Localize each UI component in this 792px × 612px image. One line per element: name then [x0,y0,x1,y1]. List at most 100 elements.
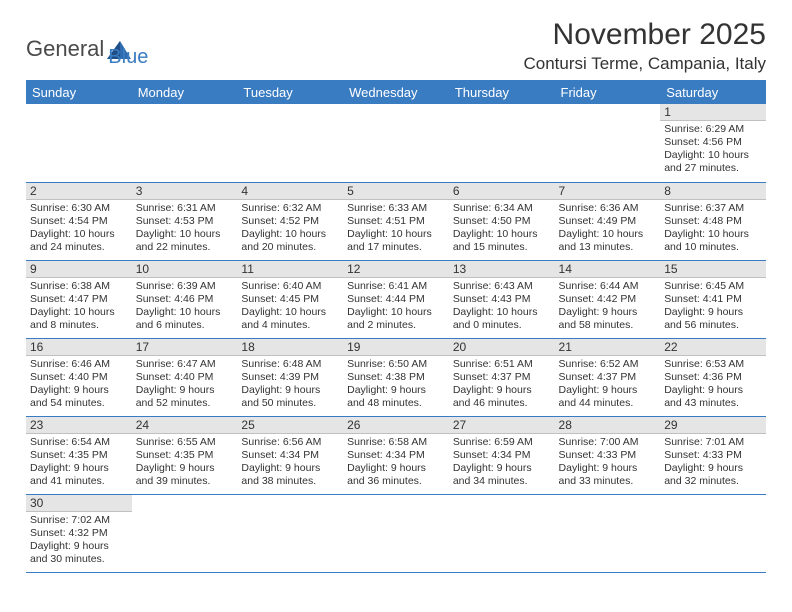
sunrise-text: Sunrise: 7:00 AM [559,436,657,449]
sunrise-text: Sunrise: 6:31 AM [136,202,234,215]
sunrise-text: Sunrise: 6:39 AM [136,280,234,293]
calendar-cell: 5Sunrise: 6:33 AMSunset: 4:51 PMDaylight… [343,182,449,260]
sunrise-text: Sunrise: 6:48 AM [241,358,339,371]
day-details: Sunrise: 6:39 AMSunset: 4:46 PMDaylight:… [132,278,238,335]
daylight-text: and 22 minutes. [136,241,234,254]
daylight-text: Daylight: 9 hours [30,540,128,553]
sunset-text: Sunset: 4:33 PM [664,449,762,462]
daylight-text: and 32 minutes. [664,475,762,488]
day-details: Sunrise: 6:37 AMSunset: 4:48 PMDaylight:… [660,200,766,257]
daylight-text: Daylight: 10 hours [664,228,762,241]
calendar-page: General Blue November 2025 Contursi Term… [0,0,792,573]
calendar-cell: 24Sunrise: 6:55 AMSunset: 4:35 PMDayligh… [132,416,238,494]
calendar-table: Sunday Monday Tuesday Wednesday Thursday… [26,80,766,573]
header: General Blue November 2025 Contursi Term… [26,18,766,74]
day-details: Sunrise: 6:52 AMSunset: 4:37 PMDaylight:… [555,356,661,413]
sunrise-text: Sunrise: 6:47 AM [136,358,234,371]
calendar-cell: 11Sunrise: 6:40 AMSunset: 4:45 PMDayligh… [237,260,343,338]
day-details: Sunrise: 6:40 AMSunset: 4:45 PMDaylight:… [237,278,343,335]
daylight-text: and 38 minutes. [241,475,339,488]
calendar-cell: 19Sunrise: 6:50 AMSunset: 4:38 PMDayligh… [343,338,449,416]
day-number: 25 [237,417,343,434]
daylight-text: Daylight: 9 hours [453,384,551,397]
sunrise-text: Sunrise: 6:46 AM [30,358,128,371]
sunrise-text: Sunrise: 7:02 AM [30,514,128,527]
sunset-text: Sunset: 4:40 PM [30,371,128,384]
day-details: Sunrise: 6:48 AMSunset: 4:39 PMDaylight:… [237,356,343,413]
calendar-cell: 6Sunrise: 6:34 AMSunset: 4:50 PMDaylight… [449,182,555,260]
sunrise-text: Sunrise: 6:41 AM [347,280,445,293]
sunset-text: Sunset: 4:56 PM [664,136,762,149]
calendar-cell [237,104,343,182]
sunset-text: Sunset: 4:53 PM [136,215,234,228]
day-number: 13 [449,261,555,278]
sunset-text: Sunset: 4:41 PM [664,293,762,306]
daylight-text: Daylight: 10 hours [241,306,339,319]
day-details: Sunrise: 7:00 AMSunset: 4:33 PMDaylight:… [555,434,661,491]
daylight-text: and 0 minutes. [453,319,551,332]
calendar-cell: 18Sunrise: 6:48 AMSunset: 4:39 PMDayligh… [237,338,343,416]
day-details: Sunrise: 6:55 AMSunset: 4:35 PMDaylight:… [132,434,238,491]
sunset-text: Sunset: 4:43 PM [453,293,551,306]
calendar-cell: 12Sunrise: 6:41 AMSunset: 4:44 PMDayligh… [343,260,449,338]
daylight-text: Daylight: 9 hours [241,384,339,397]
sunset-text: Sunset: 4:38 PM [347,371,445,384]
day-number: 9 [26,261,132,278]
daylight-text: Daylight: 10 hours [30,228,128,241]
day-details: Sunrise: 6:45 AMSunset: 4:41 PMDaylight:… [660,278,766,335]
sunset-text: Sunset: 4:50 PM [453,215,551,228]
calendar-row: 23Sunrise: 6:54 AMSunset: 4:35 PMDayligh… [26,416,766,494]
daylight-text: and 30 minutes. [30,553,128,566]
calendar-cell: 29Sunrise: 7:01 AMSunset: 4:33 PMDayligh… [660,416,766,494]
sunset-text: Sunset: 4:37 PM [453,371,551,384]
calendar-cell: 3Sunrise: 6:31 AMSunset: 4:53 PMDaylight… [132,182,238,260]
sunrise-text: Sunrise: 7:01 AM [664,436,762,449]
daylight-text: and 2 minutes. [347,319,445,332]
daylight-text: Daylight: 9 hours [559,384,657,397]
calendar-cell: 26Sunrise: 6:58 AMSunset: 4:34 PMDayligh… [343,416,449,494]
sunrise-text: Sunrise: 6:55 AM [136,436,234,449]
daylight-text: Daylight: 9 hours [30,462,128,475]
daylight-text: and 10 minutes. [664,241,762,254]
calendar-cell: 16Sunrise: 6:46 AMSunset: 4:40 PMDayligh… [26,338,132,416]
calendar-cell [449,104,555,182]
calendar-cell: 23Sunrise: 6:54 AMSunset: 4:35 PMDayligh… [26,416,132,494]
calendar-cell: 14Sunrise: 6:44 AMSunset: 4:42 PMDayligh… [555,260,661,338]
sunrise-text: Sunrise: 6:29 AM [664,123,762,136]
daylight-text: and 13 minutes. [559,241,657,254]
logo-text-right: Blue [108,46,148,69]
calendar-cell: 21Sunrise: 6:52 AMSunset: 4:37 PMDayligh… [555,338,661,416]
daylight-text: Daylight: 9 hours [136,384,234,397]
weekday-header-row: Sunday Monday Tuesday Wednesday Thursday… [26,81,766,105]
calendar-cell: 10Sunrise: 6:39 AMSunset: 4:46 PMDayligh… [132,260,238,338]
daylight-text: Daylight: 10 hours [347,306,445,319]
calendar-cell [132,104,238,182]
calendar-cell: 13Sunrise: 6:43 AMSunset: 4:43 PMDayligh… [449,260,555,338]
daylight-text: Daylight: 10 hours [136,306,234,319]
day-details: Sunrise: 6:58 AMSunset: 4:34 PMDaylight:… [343,434,449,491]
day-number: 7 [555,183,661,200]
day-details: Sunrise: 6:34 AMSunset: 4:50 PMDaylight:… [449,200,555,257]
weekday-header: Sunday [26,81,132,105]
sunset-text: Sunset: 4:51 PM [347,215,445,228]
sunset-text: Sunset: 4:33 PM [559,449,657,462]
day-number: 10 [132,261,238,278]
daylight-text: and 4 minutes. [241,319,339,332]
calendar-row: 30Sunrise: 7:02 AMSunset: 4:32 PMDayligh… [26,494,766,572]
weekday-header: Tuesday [237,81,343,105]
sunset-text: Sunset: 4:54 PM [30,215,128,228]
day-number: 3 [132,183,238,200]
daylight-text: and 44 minutes. [559,397,657,410]
daylight-text: and 48 minutes. [347,397,445,410]
daylight-text: and 27 minutes. [664,162,762,175]
day-number: 8 [660,183,766,200]
day-details: Sunrise: 6:43 AMSunset: 4:43 PMDaylight:… [449,278,555,335]
day-number: 1 [660,104,766,121]
sunrise-text: Sunrise: 6:50 AM [347,358,445,371]
sunrise-text: Sunrise: 6:54 AM [30,436,128,449]
sunrise-text: Sunrise: 6:44 AM [559,280,657,293]
sunset-text: Sunset: 4:37 PM [559,371,657,384]
sunrise-text: Sunrise: 6:43 AM [453,280,551,293]
sunrise-text: Sunrise: 6:59 AM [453,436,551,449]
calendar-row: 16Sunrise: 6:46 AMSunset: 4:40 PMDayligh… [26,338,766,416]
